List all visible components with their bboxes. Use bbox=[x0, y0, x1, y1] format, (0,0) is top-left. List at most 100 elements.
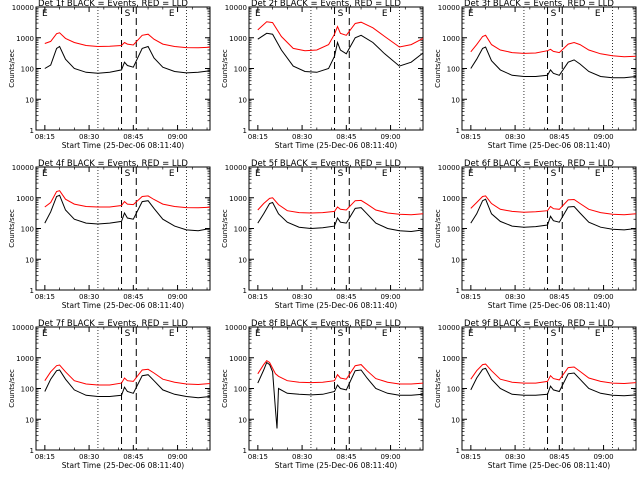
y-tick-label: 10000 bbox=[438, 4, 460, 12]
y-axis-label: Counts/sec bbox=[434, 209, 442, 248]
y-tick-label: 100 bbox=[21, 226, 34, 234]
x-tick-label: 08:15 bbox=[35, 293, 55, 301]
interval-marker-label: S bbox=[551, 169, 557, 179]
x-tick-label: 09:00 bbox=[593, 293, 613, 301]
chart-panel: Det 8f BLACK = Events, RED = LLD 1 10 100 10… bbox=[221, 319, 424, 470]
events-series-line bbox=[257, 361, 424, 429]
events-series-line bbox=[470, 46, 637, 79]
lld-series-line bbox=[470, 363, 637, 385]
y-tick-label: 10 bbox=[25, 416, 34, 424]
chart-title: Det 2f BLACK = Events, RED = LLD bbox=[251, 0, 401, 9]
y-axis-label: Counts/sec bbox=[434, 369, 442, 408]
lld-series-line bbox=[44, 190, 211, 209]
interval-marker-label: S bbox=[125, 9, 131, 19]
y-tick-label: 10 bbox=[238, 96, 247, 104]
x-axis-label: Start Time (25-Dec-06 08:11:40) bbox=[488, 141, 610, 150]
interval-marker-label: E bbox=[255, 169, 261, 179]
plot-frame bbox=[35, 326, 211, 451]
x-tick-label: 09:00 bbox=[167, 293, 187, 301]
x-axis-label: Start Time (25-Dec-06 08:11:40) bbox=[275, 141, 397, 150]
chart-title: Det 7f BLACK = Events, RED = LLD bbox=[38, 319, 188, 329]
y-tick-label: 10 bbox=[25, 96, 34, 104]
x-tick-label: 08:15 bbox=[35, 133, 55, 141]
interval-marker-label: S bbox=[551, 9, 557, 19]
y-tick-label: 1 bbox=[243, 447, 247, 455]
interval-marker-label: E bbox=[595, 329, 601, 339]
x-tick-label: 08:30 bbox=[505, 453, 525, 461]
x-tick-label: 08:30 bbox=[79, 293, 99, 301]
y-tick-label: 10 bbox=[451, 416, 460, 424]
x-tick-label: 08:15 bbox=[35, 453, 55, 461]
y-tick-label: 10000 bbox=[12, 324, 34, 332]
x-tick-label: 08:30 bbox=[505, 293, 525, 301]
chart-panel: Det 1f BLACK = Events, RED = LLD 1 10 100 10… bbox=[8, 0, 211, 150]
y-tick-label: 100 bbox=[234, 226, 247, 234]
x-tick-label: 08:30 bbox=[292, 133, 312, 141]
interval-marker-label: E bbox=[382, 169, 388, 179]
chart-panel: Det 4f BLACK = Events, RED = LLD 1 10 100 10… bbox=[8, 159, 211, 310]
y-tick-label: 100 bbox=[21, 386, 34, 394]
x-tick-label: 09:00 bbox=[167, 133, 187, 141]
x-tick-label: 08:45 bbox=[336, 133, 356, 141]
interval-marker-label: E bbox=[468, 169, 474, 179]
x-tick-label: 08:15 bbox=[248, 133, 268, 141]
x-axis-label: Start Time (25-Dec-06 08:11:40) bbox=[488, 301, 610, 310]
x-tick-label: 08:30 bbox=[79, 133, 99, 141]
x-tick-label: 08:15 bbox=[461, 133, 481, 141]
plot-frame bbox=[35, 166, 211, 291]
x-tick-label: 08:45 bbox=[123, 453, 143, 461]
y-tick-label: 1 bbox=[456, 127, 460, 135]
interval-marker-label: E bbox=[382, 329, 388, 339]
chart-title: Det 4f BLACK = Events, RED = LLD bbox=[38, 159, 188, 169]
y-tick-label: 100 bbox=[447, 66, 460, 74]
x-tick-label: 08:15 bbox=[461, 453, 481, 461]
x-tick-label: 08:45 bbox=[549, 133, 569, 141]
y-tick-label: 10000 bbox=[12, 164, 34, 172]
interval-marker-label: E bbox=[42, 169, 48, 179]
y-tick-label: 1 bbox=[243, 287, 247, 295]
x-axis-label: Start Time (25-Dec-06 08:11:40) bbox=[62, 141, 184, 150]
x-tick-label: 08:15 bbox=[461, 293, 481, 301]
x-tick-label: 08:45 bbox=[336, 293, 356, 301]
lld-series-line bbox=[44, 364, 211, 386]
y-tick-label: 10000 bbox=[12, 4, 34, 12]
chart-panel: Det 2f BLACK = Events, RED = LLD 1 10 100 10… bbox=[221, 0, 424, 150]
y-tick-label: 10000 bbox=[225, 164, 247, 172]
interval-marker-label: E bbox=[468, 329, 474, 339]
plot-frame bbox=[248, 166, 424, 291]
x-tick-label: 09:00 bbox=[380, 133, 400, 141]
chart-title: Det 8f BLACK = Events, RED = LLD bbox=[251, 319, 401, 329]
plot-frame bbox=[35, 6, 211, 131]
y-tick-label: 10 bbox=[238, 256, 247, 264]
lld-series-line bbox=[44, 32, 211, 49]
y-tick-label: 1 bbox=[30, 447, 34, 455]
x-tick-label: 08:45 bbox=[336, 453, 356, 461]
events-series-line bbox=[470, 198, 637, 231]
events-series-line bbox=[257, 201, 424, 233]
chart-title: Det 6f BLACK = Events, RED = LLD bbox=[464, 159, 614, 169]
events-series-line bbox=[470, 367, 637, 397]
chart-title: Det 5f BLACK = Events, RED = LLD bbox=[251, 159, 401, 169]
events-series-line bbox=[44, 194, 211, 232]
y-axis-label: Counts/sec bbox=[434, 49, 442, 88]
x-tick-label: 08:15 bbox=[248, 293, 268, 301]
x-tick-label: 09:00 bbox=[380, 453, 400, 461]
interval-marker-label: E bbox=[595, 9, 601, 19]
x-tick-label: 08:30 bbox=[79, 453, 99, 461]
interval-marker-label: E bbox=[382, 9, 388, 19]
chart-panel: Det 5f BLACK = Events, RED = LLD 1 10 100 10… bbox=[221, 159, 424, 310]
plot-frame bbox=[461, 326, 637, 451]
y-tick-label: 10 bbox=[238, 416, 247, 424]
interval-marker-label: E bbox=[255, 9, 261, 19]
y-tick-label: 1000 bbox=[16, 355, 34, 363]
y-axis-label: Counts/sec bbox=[221, 369, 229, 408]
x-tick-label: 08:15 bbox=[248, 453, 268, 461]
chart-title: Det 3f BLACK = Events, RED = LLD bbox=[464, 0, 614, 9]
y-tick-label: 10 bbox=[451, 256, 460, 264]
x-axis-label: Start Time (25-Dec-06 08:11:40) bbox=[275, 301, 397, 310]
events-series-line bbox=[44, 45, 211, 74]
lld-series-line bbox=[257, 197, 424, 216]
y-tick-label: 1 bbox=[30, 287, 34, 295]
events-series-line bbox=[44, 369, 211, 399]
